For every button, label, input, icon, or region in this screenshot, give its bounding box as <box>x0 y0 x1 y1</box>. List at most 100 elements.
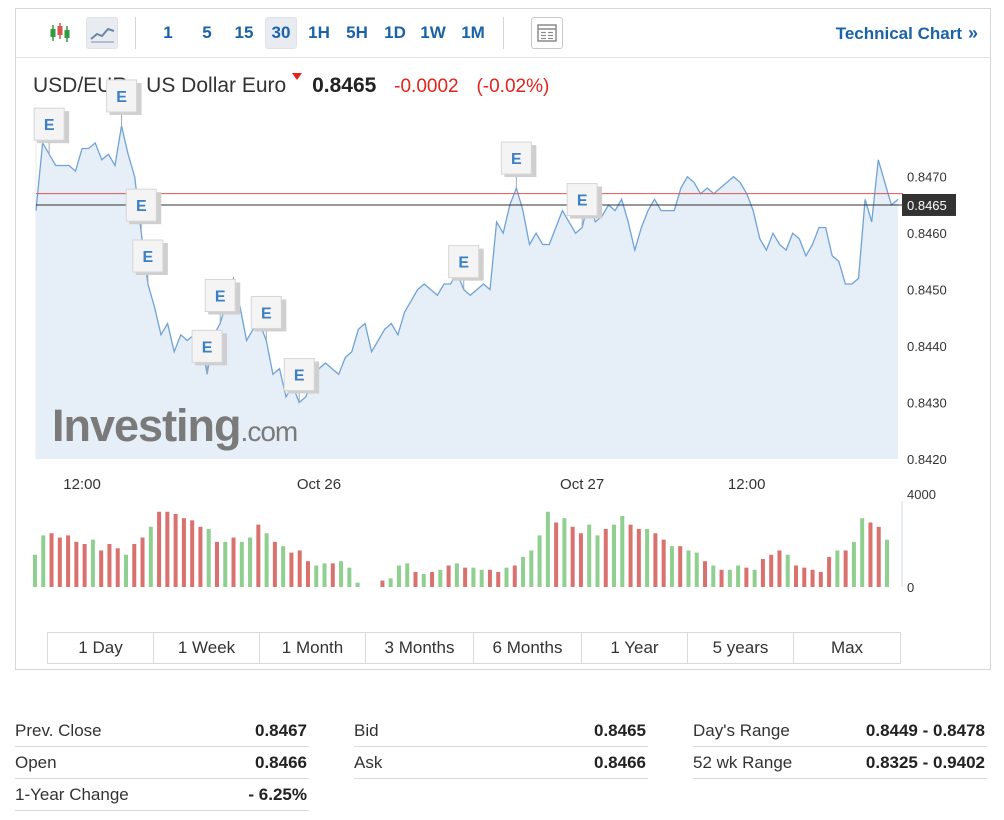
volume-bar <box>281 546 286 587</box>
event-marker[interactable] <box>566 183 598 217</box>
range-tab-6-months[interactable]: 6 Months <box>474 633 582 663</box>
volume-bar <box>876 526 881 587</box>
volume-bar <box>140 537 145 587</box>
volume-bar <box>843 550 848 587</box>
volume-bar <box>570 526 575 587</box>
event-marker[interactable] <box>500 141 532 175</box>
interval-button-15[interactable]: 15 <box>234 23 254 42</box>
interval-button-1[interactable]: 1 <box>163 23 173 42</box>
volume-bar <box>148 526 153 587</box>
volume-bar <box>355 582 360 587</box>
range-tab-1-month[interactable]: 1 Month <box>260 633 366 663</box>
event-marker[interactable] <box>283 358 315 392</box>
volume-bar <box>479 569 484 587</box>
range-tab-1-year[interactable]: 1 Year <box>582 633 688 663</box>
interval-button-1w[interactable]: 1W <box>420 23 446 42</box>
stat-row: Bid 0.8465 <box>354 715 648 747</box>
volume-bar <box>645 528 650 587</box>
area-chart-icon[interactable] <box>86 17 118 49</box>
volume-bar <box>33 554 37 587</box>
event-marker[interactable] <box>448 245 480 279</box>
x-tick-label: 12:00 <box>728 476 766 493</box>
stats-column-3: Day's Range 0.8449 - 0.8478 52 wk Range 0.8… <box>693 715 987 779</box>
volume-bar <box>454 563 459 587</box>
down-arrow-icon <box>292 73 303 80</box>
interval-button-1m[interactable]: 1M <box>461 23 485 42</box>
event-marker-label: E <box>116 89 127 106</box>
event-marker-label: E <box>143 249 154 266</box>
interval-button-30[interactable]: 30 <box>265 17 297 49</box>
interval-button-1d[interactable]: 1D <box>384 23 406 42</box>
event-marker[interactable] <box>204 279 236 313</box>
volume-bar <box>760 559 765 587</box>
event-marker-label: E <box>202 339 213 356</box>
volume-bar <box>49 533 54 587</box>
volume-bar <box>835 550 840 587</box>
volume-bar <box>529 550 534 587</box>
event-marker-label: E <box>294 368 305 385</box>
volume-bar <box>694 552 699 587</box>
volume-bar <box>744 567 749 587</box>
stat-value: 0.8449 - 0.8478 <box>865 721 985 740</box>
range-tab-1-day[interactable]: 1 Day <box>48 633 154 663</box>
range-tab-3-months[interactable]: 3 Months <box>366 633 474 663</box>
event-marker[interactable] <box>125 188 157 222</box>
volume-bar <box>438 569 443 587</box>
volume-bar <box>562 518 567 587</box>
y-tick-label: 0.8450 <box>907 283 947 298</box>
volume-bar <box>223 541 228 587</box>
volume-bar <box>719 569 724 587</box>
price-chart[interactable]: Investing.com 0.8420 0.8430 0.8440 0.8450 0.8… <box>16 9 990 619</box>
event-marker[interactable] <box>132 239 164 273</box>
interval-button-1h[interactable]: 1H <box>308 23 330 42</box>
range-tab-1-week[interactable]: 1 Week <box>154 633 260 663</box>
candlestick-chart-icon[interactable] <box>44 17 76 49</box>
chart-toolbar: 1 5 15 30 1H 5H 1D 1W 1M Technical Chart» <box>16 9 990 58</box>
volume-bar <box>587 524 592 587</box>
x-tick-label: 12:00 <box>63 476 101 493</box>
volume-bar <box>380 580 385 587</box>
volume-bar <box>123 554 128 587</box>
y-tick-label: 0.8430 <box>907 396 947 411</box>
price-line[interactable] <box>35 125 899 404</box>
stat-value: 0.8325 - 0.9402 <box>865 753 985 772</box>
volume-bar <box>405 563 410 587</box>
volume-bar <box>678 546 683 587</box>
volume-bar <box>653 533 658 587</box>
event-marker[interactable] <box>106 79 138 113</box>
volume-bar <box>115 548 120 587</box>
volume-bar <box>181 518 186 587</box>
range-tab-5-years[interactable]: 5 years <box>688 633 794 663</box>
table-icon[interactable] <box>531 17 563 49</box>
stat-row: Ask 0.8466 <box>354 747 648 779</box>
volume-bar <box>661 539 666 587</box>
range-tab-max[interactable]: Max <box>830 638 864 657</box>
volume-bar <box>90 539 95 587</box>
interval-button-5h[interactable]: 5H <box>346 23 368 42</box>
volume-bar <box>264 533 269 587</box>
volume-bar <box>57 537 62 587</box>
volume-bar <box>827 556 832 587</box>
volume-bar <box>248 537 253 587</box>
volume-bar <box>512 565 517 587</box>
stat-value: 0.8466 <box>255 753 307 772</box>
volume-bar <box>777 550 782 587</box>
price-change-percent: (-0.02%) <box>476 76 550 97</box>
event-marker[interactable] <box>191 329 223 363</box>
event-marker[interactable] <box>250 295 282 329</box>
event-marker-label: E <box>458 255 469 272</box>
volume-bar <box>537 535 542 587</box>
event-marker[interactable] <box>33 107 65 141</box>
volume-bar <box>578 533 583 587</box>
stat-row: Day's Range 0.8449 - 0.8478 <box>693 715 987 747</box>
volume-bar <box>885 539 889 587</box>
technical-chart-link[interactable]: Technical Chart » <box>836 17 978 49</box>
last-price-tag <box>902 193 956 216</box>
volume-bar <box>74 541 79 587</box>
volume-bar <box>157 511 162 587</box>
volume-bar <box>190 520 195 587</box>
interval-button-5[interactable]: 5 <box>202 23 212 42</box>
volume-bar <box>703 561 708 587</box>
volume-bar <box>305 561 310 587</box>
stat-row: Prev. Close 0.8467 <box>15 715 309 747</box>
